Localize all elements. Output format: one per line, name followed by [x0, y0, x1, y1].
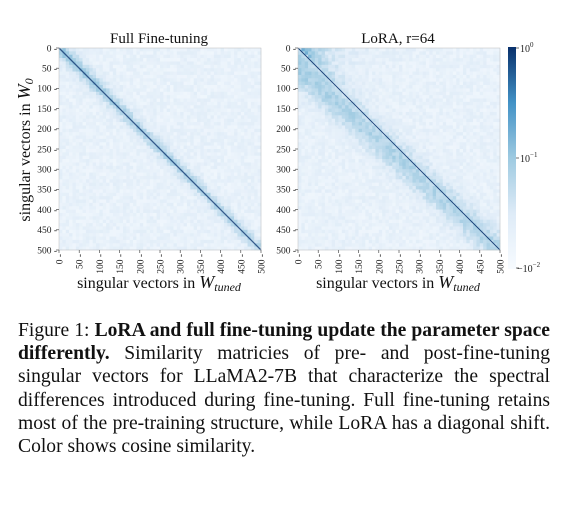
x-tick-label: 350 - [436, 254, 446, 274]
x-tick-label: 50 - [76, 254, 86, 269]
x-ticks-left-panel: 0 - 50 - 100 - 150 - 200 - 250 - 300 - 350 - 400… [56, 250, 268, 274]
y-tick-label: 500 - [276, 246, 296, 256]
colorbar-tick-low: −10−2 [517, 261, 541, 275]
y-tick-label: 100 - [276, 85, 296, 95]
caption-title: LoRA and full fine-tuning update the par… [18, 320, 550, 365]
heatmap-full-finetuning [58, 47, 262, 251]
x-tick-label: 500 - [497, 254, 507, 274]
x-tick-label: 450 - [237, 254, 247, 274]
x-tick-label: 150 - [116, 254, 126, 274]
y-axis-label-subscript: 0 [22, 78, 36, 84]
x-tick-label: 100 - [335, 254, 345, 274]
y-tick-label: 350 - [37, 186, 57, 196]
x-tick-label: 50 - [315, 254, 325, 269]
x-tick-label: 450 - [476, 254, 486, 274]
x-axis-label-left: singular vectors in Wtuned [77, 272, 242, 294]
x-tick-label: 400 - [217, 254, 227, 274]
y-tick-label: 0 - [286, 44, 296, 54]
panel-title-lora: LoRA, r=64 [361, 31, 435, 47]
y-tick-label: 500 - [37, 246, 57, 256]
y-tick-label: 100 - [37, 85, 57, 95]
y-tick-label: 450 - [37, 226, 57, 236]
x-tick-label: 350 - [197, 254, 207, 274]
x-axis-label-right-symbol: W [438, 272, 455, 292]
x-tick-label: 500 - [258, 254, 268, 274]
x-ticks-right-panel: 0 - 50 - 100 - 150 - 200 - 250 - 300 - 350 - 400… [295, 250, 507, 274]
y-tick-label: 300 - [276, 166, 296, 176]
figure: Full Fine-tuning LoRA, r=64 0 - 50 - 100 -… [14, 31, 541, 294]
y-tick-label: 200 - [276, 125, 296, 135]
x-tick-label: 400 - [456, 254, 466, 274]
colorbar [508, 47, 516, 269]
x-tick-label: 200 - [136, 254, 146, 274]
caption-label: Figure 1: [18, 320, 95, 341]
y-tick-label: 50 - [42, 65, 57, 75]
x-axis-label-left-symbol: W [199, 272, 216, 292]
x-tick-label: 100 - [96, 254, 106, 274]
y-tick-label: 250 - [276, 145, 296, 155]
y-tick-label: 150 - [276, 105, 296, 115]
y-axis-label: singular vectors in W0 [14, 78, 36, 221]
panel-title-full-finetuning: Full Fine-tuning [110, 31, 208, 47]
x-tick-label: 0 - [56, 254, 66, 264]
heatmap-lora [297, 47, 501, 251]
x-axis-label-right-text: singular vectors in [316, 275, 438, 292]
colorbar-tick-mid: 10−1 [520, 151, 538, 165]
x-axis-label-left-subscript: tuned [214, 280, 242, 294]
y-tick-label: 350 - [276, 186, 296, 196]
x-axis-label-left-text: singular vectors in [77, 275, 199, 292]
x-tick-label: 250 - [157, 254, 167, 274]
y-tick-label: 450 - [276, 226, 296, 236]
y-tick-label: 300 - [37, 166, 57, 176]
x-tick-label: 300 - [177, 254, 187, 274]
x-axis-label-right: singular vectors in Wtuned [316, 272, 481, 294]
x-axis-label-right-subscript: tuned [453, 280, 481, 294]
y-tick-label: 0 - [47, 44, 57, 54]
caption-body: Similarity matricies of pre- and post-fi… [18, 343, 550, 458]
x-tick-label: 0 - [295, 254, 305, 264]
y-tick-label: 150 - [37, 105, 57, 115]
y-tick-label: 50 - [281, 65, 296, 75]
figure-caption: Figure 1: LoRA and full fine-tuning upda… [18, 319, 550, 458]
x-tick-label: 300 - [416, 254, 426, 274]
y-tick-label: 200 - [37, 125, 57, 135]
y-ticks-right-panel: 0 - 50 - 100 - 150 - 200 - 250 - 300 - 350 - 400… [276, 44, 298, 256]
y-ticks-left-panel: 0 - 50 - 100 - 150 - 200 - 250 - 300 - 350 - 400… [37, 44, 59, 256]
y-tick-label: 400 - [37, 206, 57, 216]
y-axis-label-symbol: W [14, 82, 34, 99]
x-tick-label: 200 - [375, 254, 385, 274]
x-tick-label: 150 - [355, 254, 365, 274]
y-tick-label: 400 - [276, 206, 296, 216]
colorbar-tick-high: 100 [520, 41, 534, 55]
y-axis-label-text: singular vectors in [17, 99, 34, 221]
x-tick-label: 250 - [396, 254, 406, 274]
y-tick-label: 250 - [37, 145, 57, 155]
